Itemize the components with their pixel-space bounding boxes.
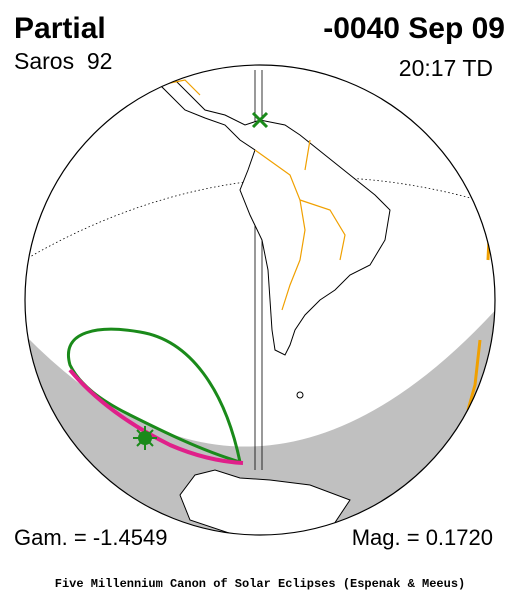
night-shade bbox=[25, 305, 495, 535]
borders bbox=[159, 79, 346, 311]
credit: Five Millennium Canon of Solar Eclipses … bbox=[55, 577, 465, 591]
date: -0040 Sep 09 bbox=[323, 12, 505, 45]
island bbox=[296, 391, 304, 399]
title: Partial bbox=[14, 12, 106, 45]
globe-outline bbox=[24, 64, 496, 536]
antarctica bbox=[179, 469, 351, 535]
equator bbox=[27, 176, 495, 259]
subsolar-point bbox=[251, 111, 269, 129]
max-eclipse-curve bbox=[68, 368, 244, 465]
penumbra-limit bbox=[66, 327, 242, 465]
gamma: Gam. = -1.4549 bbox=[14, 525, 167, 550]
greatest-eclipse bbox=[133, 426, 157, 450]
americas bbox=[148, 68, 391, 356]
time: 20:17 TD bbox=[399, 55, 493, 81]
magnitude: Mag. = 0.1720 bbox=[352, 525, 493, 550]
saros: Saros 92 bbox=[14, 48, 112, 74]
